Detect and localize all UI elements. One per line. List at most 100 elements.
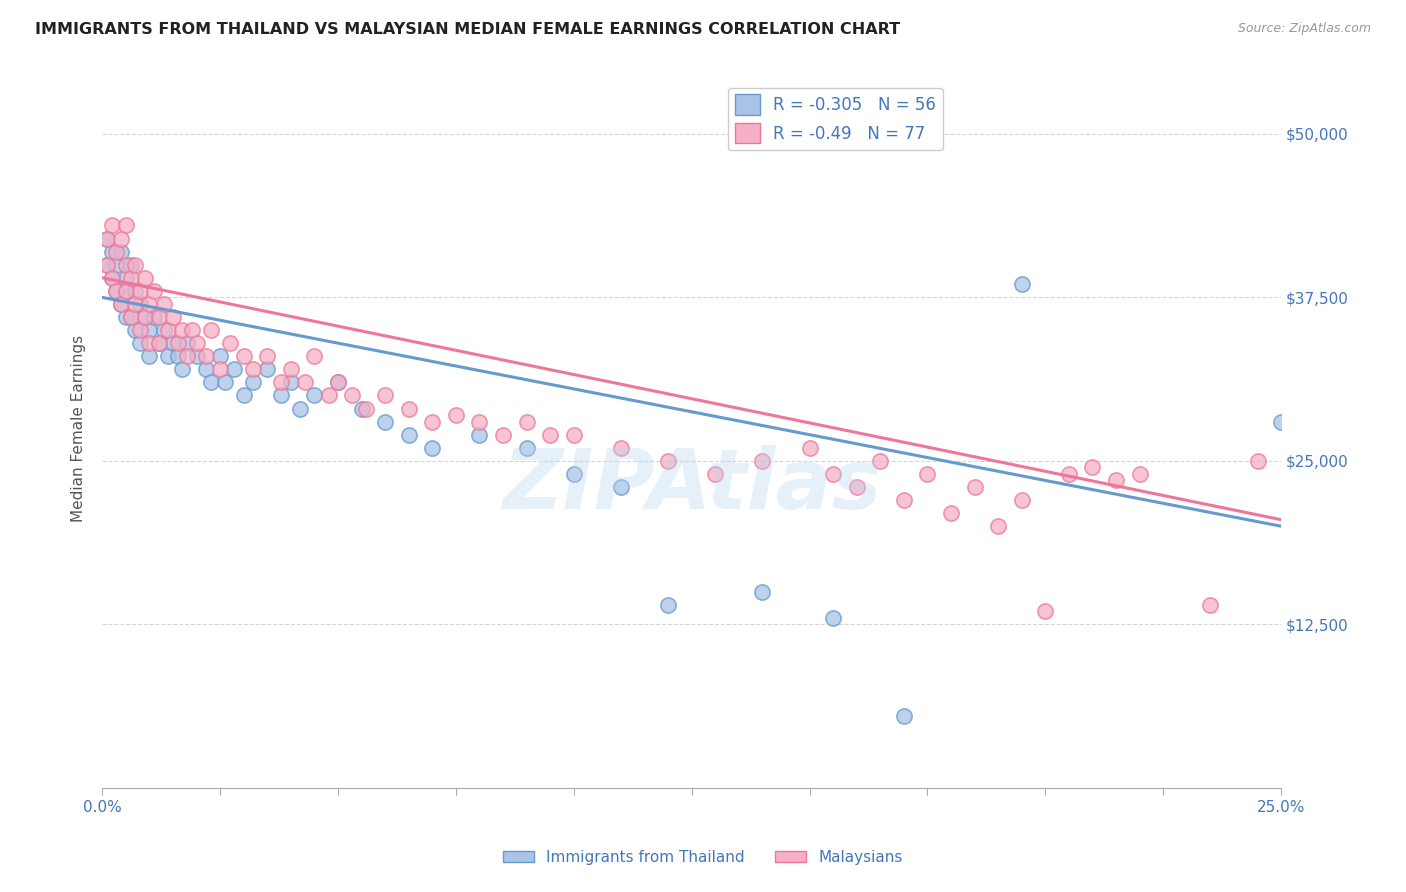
Point xyxy=(120,270,142,285)
Point xyxy=(120,310,142,324)
Point xyxy=(610,441,633,455)
Point xyxy=(340,388,363,402)
Point xyxy=(96,258,118,272)
Point xyxy=(657,598,679,612)
Point xyxy=(751,454,773,468)
Point xyxy=(963,480,986,494)
Point xyxy=(1270,415,1292,429)
Point xyxy=(129,323,152,337)
Point xyxy=(157,349,180,363)
Point xyxy=(162,310,184,324)
Point xyxy=(124,258,146,272)
Point xyxy=(270,376,292,390)
Point xyxy=(350,401,373,416)
Legend: Immigrants from Thailand, Malaysians: Immigrants from Thailand, Malaysians xyxy=(498,844,908,871)
Point xyxy=(129,297,152,311)
Point xyxy=(96,231,118,245)
Point xyxy=(224,362,246,376)
Point xyxy=(114,284,136,298)
Point xyxy=(420,415,443,429)
Point xyxy=(318,388,340,402)
Point xyxy=(110,297,132,311)
Point xyxy=(176,336,198,351)
Point xyxy=(209,362,232,376)
Point xyxy=(100,270,122,285)
Y-axis label: Median Female Earnings: Median Female Earnings xyxy=(72,334,86,522)
Point xyxy=(138,349,160,363)
Point xyxy=(172,323,194,337)
Point xyxy=(280,376,302,390)
Point xyxy=(143,284,166,298)
Point xyxy=(148,336,170,351)
Point xyxy=(105,284,128,298)
Point xyxy=(1199,598,1222,612)
Point xyxy=(610,480,633,494)
Point xyxy=(704,467,727,481)
Point xyxy=(516,441,538,455)
Point xyxy=(162,336,184,351)
Point xyxy=(148,336,170,351)
Point xyxy=(114,284,136,298)
Point xyxy=(134,310,156,324)
Point xyxy=(186,336,208,351)
Point xyxy=(468,415,491,429)
Point xyxy=(114,310,136,324)
Point xyxy=(194,362,217,376)
Point xyxy=(96,231,118,245)
Point xyxy=(374,415,396,429)
Point xyxy=(120,258,142,272)
Point xyxy=(1057,467,1080,481)
Point xyxy=(110,297,132,311)
Point xyxy=(1011,277,1033,292)
Point xyxy=(893,709,915,723)
Point xyxy=(444,408,467,422)
Point xyxy=(917,467,939,481)
Point xyxy=(492,427,515,442)
Point xyxy=(1011,493,1033,508)
Point xyxy=(1081,460,1104,475)
Point xyxy=(304,349,326,363)
Point xyxy=(562,427,585,442)
Text: Source: ZipAtlas.com: Source: ZipAtlas.com xyxy=(1237,22,1371,36)
Point xyxy=(124,284,146,298)
Point xyxy=(326,376,349,390)
Point xyxy=(209,349,232,363)
Point xyxy=(280,362,302,376)
Point xyxy=(166,336,188,351)
Point xyxy=(105,244,128,259)
Text: ZIPAtlas: ZIPAtlas xyxy=(502,445,882,526)
Point xyxy=(398,427,420,442)
Point xyxy=(180,323,202,337)
Point xyxy=(148,310,170,324)
Point xyxy=(270,388,292,402)
Point xyxy=(100,219,122,233)
Point xyxy=(194,349,217,363)
Point xyxy=(110,244,132,259)
Point xyxy=(138,297,160,311)
Point xyxy=(138,336,160,351)
Point xyxy=(657,454,679,468)
Point xyxy=(172,362,194,376)
Point xyxy=(186,349,208,363)
Point xyxy=(114,219,136,233)
Point xyxy=(420,441,443,455)
Point xyxy=(242,362,264,376)
Point xyxy=(987,519,1010,533)
Point xyxy=(356,401,378,416)
Point xyxy=(129,284,152,298)
Point xyxy=(1105,474,1128,488)
Point xyxy=(1033,604,1056,618)
Point xyxy=(294,376,316,390)
Point xyxy=(538,427,561,442)
Point xyxy=(105,284,128,298)
Point xyxy=(845,480,868,494)
Point xyxy=(869,454,891,468)
Point xyxy=(516,415,538,429)
Point xyxy=(143,310,166,324)
Point xyxy=(232,388,254,402)
Point xyxy=(218,336,240,351)
Point xyxy=(200,323,222,337)
Point xyxy=(893,493,915,508)
Point xyxy=(939,506,962,520)
Point xyxy=(214,376,236,390)
